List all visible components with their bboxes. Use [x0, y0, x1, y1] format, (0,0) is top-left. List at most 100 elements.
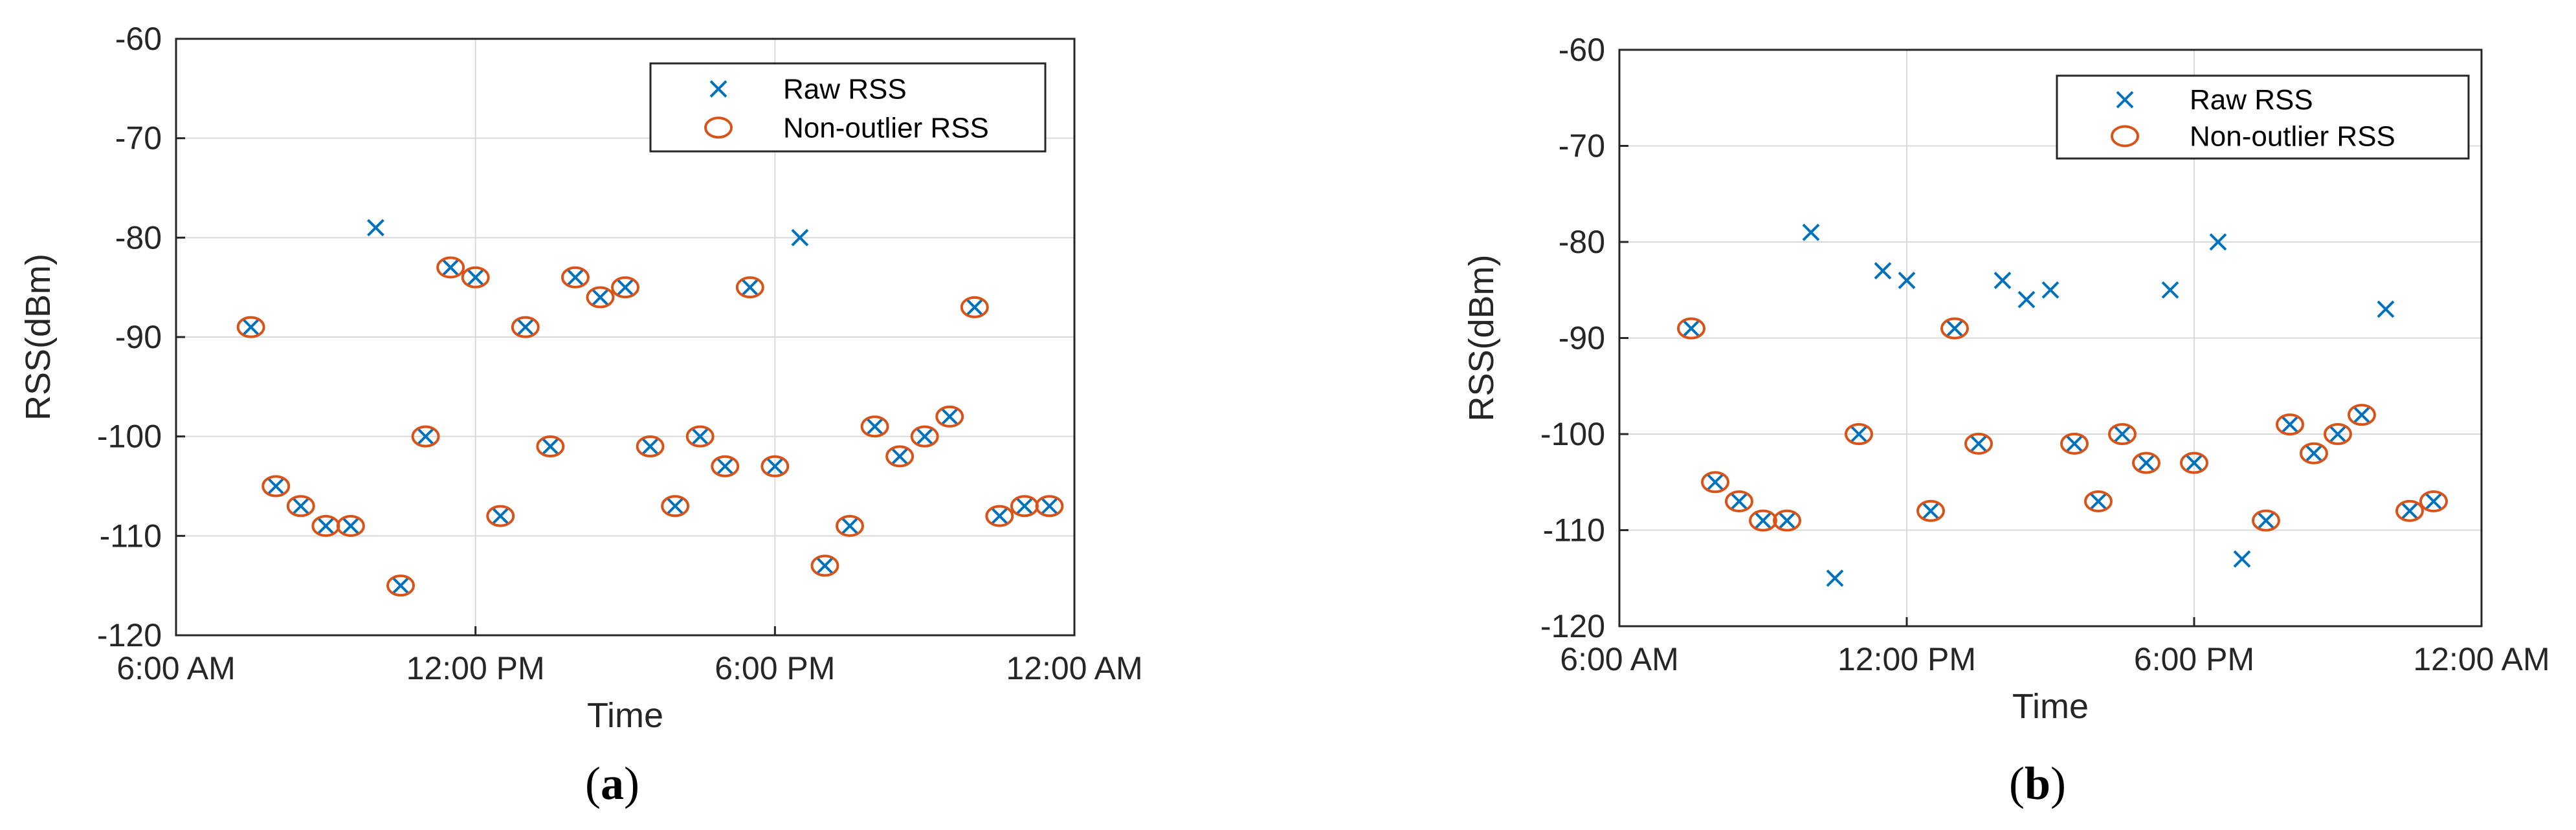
raw-rss-point: [990, 507, 1008, 525]
non-outlier-rss-point: [586, 286, 615, 309]
raw-rss-point: [1970, 435, 1988, 453]
raw-rss-point: [1016, 497, 1034, 515]
non-outlier-rss-point: [2324, 423, 2352, 445]
legend-label-nonoutlier: Non-outlier RSS: [783, 112, 989, 144]
y-axis-ticks: -60 -70 -80 -90 -100 -110 -120: [1540, 32, 1628, 644]
data-marks: [236, 219, 1064, 597]
legend-o-marker: [704, 116, 733, 139]
raw-rss-point: [966, 298, 984, 316]
raw-rss-point: [641, 437, 659, 455]
non-outlier-rss-point: [2060, 432, 2089, 455]
non-outlier-rss-point: [511, 316, 540, 338]
raw-rss-point: [2377, 300, 2395, 318]
non-outlier-rss-point: [1725, 490, 1753, 512]
y-tick-label: -70: [115, 120, 162, 157]
y-tick-label: -100: [97, 419, 162, 455]
non-outlier-rss-point: [411, 425, 440, 448]
raw-rss-point: [666, 497, 684, 515]
raw-rss-point: [2353, 406, 2371, 424]
x-tick-label: 12:00 AM: [1006, 650, 1142, 686]
raw-rss-point: [1802, 223, 1820, 241]
non-outlier-rss-point: [711, 455, 740, 477]
x-tick-label: 6:00 PM: [2134, 641, 2254, 677]
y-tick-label: -80: [1559, 224, 1605, 260]
x-axis-label: Time: [2012, 687, 2089, 726]
legend-marker-raw: [2116, 91, 2134, 109]
non-outlier-rss-point: [1845, 423, 1873, 445]
legend-label-raw: Raw RSS: [2190, 84, 2313, 116]
non-outlier-rss-point: [2180, 452, 2208, 474]
raw-rss-point: [316, 517, 335, 535]
raw-rss-point: [940, 408, 959, 426]
raw-rss-point: [1778, 512, 1796, 530]
raw-rss-point: [2017, 290, 2036, 309]
raw-rss-point: [267, 477, 285, 495]
raw-rss-point: [1826, 569, 1844, 587]
raw-rss-point: [791, 228, 809, 246]
y-tick-label: -110: [100, 518, 162, 554]
non-outlier-rss-point: [336, 514, 365, 537]
non-outlier-rss-point: [910, 425, 939, 448]
non-outlier-rss-point: [436, 256, 465, 279]
x-tick-label: 12:00 PM: [1838, 641, 1976, 677]
legend-x-marker: [709, 80, 727, 98]
raw-rss-point: [891, 447, 909, 465]
raw-rss-point: [1850, 425, 1868, 443]
x-tick-label: 6:00 AM: [117, 650, 235, 686]
raw-rss-point: [816, 557, 834, 574]
legend-x-marker: [2116, 91, 2134, 109]
non-outlier-rss-point: [735, 276, 764, 299]
raw-rss-point: [691, 428, 709, 446]
raw-rss-point: [491, 507, 509, 525]
raw-rss-point: [1041, 497, 1058, 515]
non-outlier-rss-point: [2300, 442, 2328, 464]
raw-rss-point: [2233, 550, 2251, 568]
non-outlier-rss-point: [1701, 471, 1729, 494]
raw-rss-point: [2281, 415, 2299, 433]
raw-rss-point: [2113, 425, 2131, 443]
non-outlier-rss-point: [236, 316, 265, 338]
non-outlier-rss-point: [2395, 499, 2424, 522]
non-outlier-rss-point: [286, 495, 315, 518]
raw-rss-point: [2185, 454, 2203, 472]
y-tick-label: -100: [1540, 416, 1605, 452]
panel-caption: (a): [585, 758, 639, 809]
non-outlier-rss-point: [1035, 495, 1064, 518]
non-outlier-rss-point: [561, 266, 590, 289]
y-tick-label: -90: [1559, 320, 1605, 356]
legend-o-marker: [2111, 125, 2139, 147]
x-axis-ticks: 6:00 AM 12:00 PM 6:00 PM 12:00 AM: [1560, 617, 2550, 677]
non-outlier-rss-point: [985, 505, 1014, 527]
x-axis-ticks: 6:00 AM 12:00 PM 6:00 PM 12:00 AM: [117, 626, 1143, 686]
non-outlier-rss-point: [386, 574, 415, 597]
y-axis-label: RSS(dBm): [1462, 254, 1501, 421]
non-outlier-rss-point: [661, 495, 690, 518]
non-outlier-rss-point: [636, 435, 665, 458]
raw-rss-point: [417, 428, 434, 446]
chart-panel-b: 6:00 AM 12:00 PM 6:00 PM 12:00 AM -60 -70 -80…: [1462, 32, 2550, 809]
non-outlier-rss-point: [2419, 490, 2448, 512]
raw-rss-point: [1706, 473, 1724, 491]
raw-rss-point: [367, 219, 384, 237]
non-outlier-rss-point: [1773, 509, 1801, 532]
raw-rss-point: [2209, 233, 2227, 251]
raw-rss-point: [592, 289, 609, 306]
non-outlier-rss-point: [486, 505, 515, 527]
non-outlier-rss-point: [2276, 413, 2304, 436]
raw-rss-point: [841, 517, 859, 535]
y-tick-label: -120: [97, 617, 162, 653]
legend: Raw RSS Non-outlier RSS: [2056, 74, 2470, 160]
x-tick-label: 6:00 AM: [1560, 641, 1678, 677]
legend: Raw RSS Non-outlier RSS: [649, 62, 1047, 153]
x-tick-label: 12:00 AM: [2413, 641, 2549, 677]
legend-marker-raw: [709, 80, 727, 98]
raw-rss-point: [1874, 262, 1892, 279]
x-axis-label: Time: [587, 696, 663, 735]
raw-rss-point: [516, 318, 535, 336]
raw-rss-point: [292, 497, 310, 515]
non-outlier-rss-point: [1964, 432, 1993, 455]
raw-rss-point: [2257, 512, 2275, 530]
y-tick-label: -120: [1540, 608, 1605, 644]
raw-rss-point: [467, 268, 485, 287]
